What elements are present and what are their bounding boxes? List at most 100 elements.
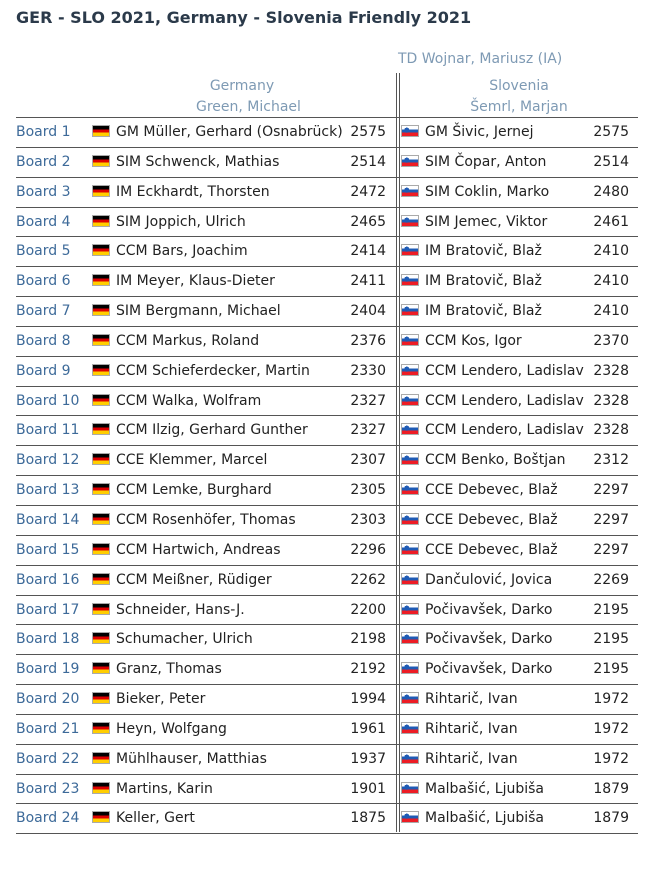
- germany-player-name[interactable]: CCM Meißner, Rüdiger: [116, 571, 272, 588]
- board-label[interactable]: Board 3: [16, 183, 71, 200]
- germany-player-name[interactable]: Schumacher, Ulrich: [116, 631, 253, 648]
- germany-player-name[interactable]: Heyn, Wolfgang: [116, 720, 227, 737]
- slovenia-player-name[interactable]: CCE Debevec, Blaž: [425, 511, 558, 528]
- board-label[interactable]: Board 17: [16, 601, 80, 618]
- slovenia-flag-icon: [401, 811, 419, 824]
- slovenia-player-name[interactable]: CCM Lendero, Ladislav: [425, 362, 584, 379]
- germany-player-name[interactable]: Schneider, Hans-J.: [116, 601, 245, 618]
- germany-flag-icon: [92, 602, 110, 615]
- germany-flag-icon: [92, 184, 110, 197]
- board-label[interactable]: Board 13: [16, 482, 80, 499]
- germany-player-name[interactable]: CCM Schieferdecker, Martin: [116, 362, 310, 379]
- team-divider: [396, 73, 400, 832]
- board-label[interactable]: Board 4: [16, 213, 71, 230]
- table-top-rule: [16, 117, 638, 118]
- slovenia-player-name[interactable]: Malbašić, Ljubiša: [425, 780, 545, 797]
- board-label[interactable]: Board 1: [16, 124, 71, 140]
- germany-player-name[interactable]: IM Meyer, Klaus-Dieter: [116, 273, 275, 290]
- slovenia-player-rating: 2312: [593, 452, 629, 469]
- slovenia-player-name[interactable]: Počivavšek, Darko: [425, 601, 553, 618]
- table-row: Board 2 SIM Schwenck, Mathias 2514 SIM Čopa…: [16, 148, 638, 178]
- slovenia-player-name[interactable]: IM Bratovič, Blaž: [425, 273, 542, 290]
- germany-player-name[interactable]: CCM Rosenhöfer, Thomas: [116, 511, 296, 528]
- slovenia-player-name[interactable]: CCE Debevec, Blaž: [425, 482, 558, 499]
- slovenia-player-name[interactable]: IM Bratovič, Blaž: [425, 243, 542, 260]
- slovenia-player-name[interactable]: Dančulović, Jovica: [425, 571, 553, 588]
- slovenia-player-rating: 2297: [593, 541, 629, 558]
- board-label[interactable]: Board 10: [16, 392, 80, 409]
- slovenia-player-name[interactable]: CCM Lendero, Ladislav: [425, 422, 584, 439]
- board-label[interactable]: Board 8: [16, 332, 71, 349]
- germany-player-name[interactable]: Mühlhauser, Matthias: [116, 750, 267, 767]
- slovenia-player-rating: 1972: [593, 691, 629, 708]
- slovenia-player-name[interactable]: SIM Coklin, Marko: [425, 183, 550, 200]
- slovenia-player-name[interactable]: CCE Debevec, Blaž: [425, 541, 558, 558]
- slovenia-flag-icon: [401, 721, 419, 734]
- slovenia-flag-icon: [401, 781, 419, 794]
- germany-player-name[interactable]: CCM Bars, Joachim: [116, 243, 248, 260]
- board-label[interactable]: Board 11: [16, 422, 80, 439]
- germany-player-name[interactable]: Martins, Karin: [116, 780, 213, 797]
- board-label[interactable]: Board 24: [16, 810, 80, 827]
- germany-player-name[interactable]: Bieker, Peter: [116, 691, 206, 708]
- germany-player-name[interactable]: CCM Markus, Roland: [116, 332, 260, 349]
- slovenia-flag-icon: [401, 184, 419, 197]
- table-row: Board 18 Schumacher, Ulrich 2198 Počivavšek…: [16, 625, 638, 656]
- slovenia-player-rating: 2461: [593, 213, 629, 230]
- table-row: Board 24 Keller, Gert 1875 Malbašić, Ljubiš…: [16, 804, 638, 835]
- board-label[interactable]: Board 22: [16, 750, 80, 767]
- slovenia-player-name[interactable]: SIM Jemec, Viktor: [425, 213, 548, 230]
- board-label[interactable]: Board 20: [16, 691, 80, 708]
- slovenia-player-name[interactable]: Počivavšek, Darko: [425, 661, 553, 678]
- germany-player-name[interactable]: SIM Joppich, Ulrich: [116, 213, 246, 230]
- slovenia-player-name[interactable]: Malbašić, Ljubiša: [425, 810, 545, 827]
- germany-player-name[interactable]: GM Müller, Gerhard (Osnabrück): [116, 124, 343, 140]
- board-label[interactable]: Board 7: [16, 303, 71, 320]
- board-label[interactable]: Board 5: [16, 243, 71, 260]
- germany-player-name[interactable]: CCM Ilzig, Gerhard Gunther: [116, 422, 308, 439]
- board-label[interactable]: Board 15: [16, 541, 80, 558]
- germany-player-rating: 2327: [350, 392, 386, 409]
- germany-player-name[interactable]: CCE Klemmer, Marcel: [116, 452, 268, 469]
- slovenia-flag-icon: [401, 632, 419, 645]
- slovenia-flag-icon: [401, 423, 419, 436]
- slovenia-player-name[interactable]: SIM Čopar, Anton: [425, 153, 547, 170]
- slovenia-player-name[interactable]: CCM Lendero, Ladislav: [425, 392, 584, 409]
- table-row: Board 10 CCM Walka, Wolfram 2327 CCM Lender…: [16, 387, 638, 417]
- slovenia-player-name[interactable]: GM Šivic, Jernej: [425, 124, 534, 140]
- germany-flag-icon: [92, 333, 110, 346]
- board-label[interactable]: Board 18: [16, 631, 80, 648]
- slovenia-flag-icon: [401, 214, 419, 227]
- board-label[interactable]: Board 16: [16, 571, 80, 588]
- germany-flag-icon: [92, 632, 110, 645]
- board-label[interactable]: Board 21: [16, 720, 80, 737]
- germany-player-name[interactable]: Keller, Gert: [116, 810, 195, 827]
- slovenia-player-name[interactable]: Rihtarič, Ivan: [425, 750, 518, 767]
- germany-player-rating: 2575: [350, 124, 386, 140]
- germany-player-name[interactable]: Granz, Thomas: [116, 661, 222, 678]
- board-label[interactable]: Board 23: [16, 780, 80, 797]
- slovenia-player-name[interactable]: Rihtarič, Ivan: [425, 691, 518, 708]
- board-label[interactable]: Board 19: [16, 661, 80, 678]
- germany-flag-icon: [92, 274, 110, 287]
- germany-player-name[interactable]: SIM Schwenck, Mathias: [116, 153, 280, 170]
- slovenia-flag-icon: [401, 602, 419, 615]
- slovenia-player-name[interactable]: IM Bratovič, Blaž: [425, 303, 542, 320]
- germany-flag-icon: [92, 214, 110, 227]
- germany-flag-icon: [92, 662, 110, 675]
- germany-player-name[interactable]: CCM Hartwich, Andreas: [116, 541, 281, 558]
- slovenia-player-name[interactable]: Rihtarič, Ivan: [425, 720, 518, 737]
- germany-flag-icon: [92, 751, 110, 764]
- germany-player-name[interactable]: IM Eckhardt, Thorsten: [116, 183, 270, 200]
- germany-player-name[interactable]: CCM Lemke, Burghard: [116, 482, 272, 499]
- slovenia-player-name[interactable]: CCM Kos, Igor: [425, 332, 522, 349]
- board-label[interactable]: Board 2: [16, 153, 71, 170]
- board-label[interactable]: Board 6: [16, 273, 71, 290]
- germany-player-name[interactable]: CCM Walka, Wolfram: [116, 392, 262, 409]
- board-label[interactable]: Board 9: [16, 362, 71, 379]
- slovenia-player-name[interactable]: Počivavšek, Darko: [425, 631, 553, 648]
- board-label[interactable]: Board 12: [16, 452, 80, 469]
- board-label[interactable]: Board 14: [16, 511, 80, 528]
- germany-player-name[interactable]: SIM Bergmann, Michael: [116, 303, 281, 320]
- slovenia-player-name[interactable]: CCM Benko, Boštjan: [425, 452, 566, 469]
